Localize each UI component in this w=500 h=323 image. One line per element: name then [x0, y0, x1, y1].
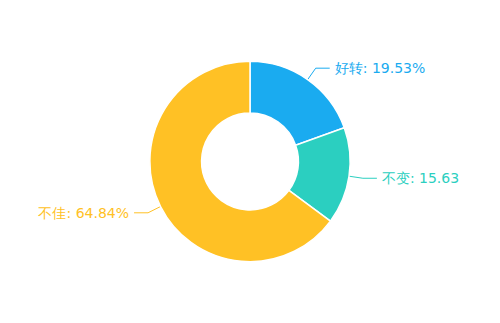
svg-text:好转: 19.53%: 好转: 19.53% [335, 60, 426, 76]
svg-text:不佳: 64.84%: 不佳: 64.84% [38, 205, 129, 221]
svg-text:不变: 15.63: 不变: 15.63 [382, 170, 459, 186]
